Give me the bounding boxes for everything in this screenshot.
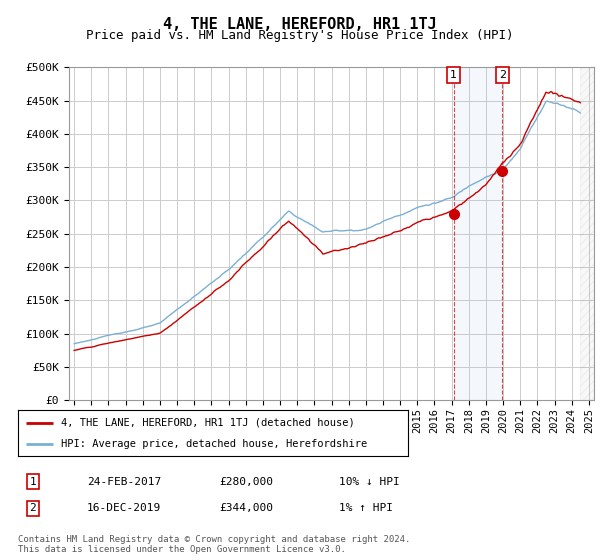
Text: 1: 1 <box>29 477 37 487</box>
Text: £344,000: £344,000 <box>219 503 273 514</box>
Text: 10% ↓ HPI: 10% ↓ HPI <box>339 477 400 487</box>
Text: 16-DEC-2019: 16-DEC-2019 <box>87 503 161 514</box>
Text: 4, THE LANE, HEREFORD, HR1 1TJ (detached house): 4, THE LANE, HEREFORD, HR1 1TJ (detached… <box>61 418 355 428</box>
Text: 1% ↑ HPI: 1% ↑ HPI <box>339 503 393 514</box>
Text: 1: 1 <box>450 70 457 80</box>
Text: 4, THE LANE, HEREFORD, HR1 1TJ: 4, THE LANE, HEREFORD, HR1 1TJ <box>163 17 437 32</box>
Text: Contains HM Land Registry data © Crown copyright and database right 2024.
This d: Contains HM Land Registry data © Crown c… <box>18 535 410 554</box>
Text: 24-FEB-2017: 24-FEB-2017 <box>87 477 161 487</box>
Bar <box>580 67 594 400</box>
Text: HPI: Average price, detached house, Herefordshire: HPI: Average price, detached house, Here… <box>61 439 367 449</box>
Bar <box>580 67 594 400</box>
Text: 2: 2 <box>29 503 37 514</box>
Text: £280,000: £280,000 <box>219 477 273 487</box>
Bar <box>454 67 502 400</box>
Text: Price paid vs. HM Land Registry's House Price Index (HPI): Price paid vs. HM Land Registry's House … <box>86 29 514 42</box>
Text: 2: 2 <box>499 70 506 80</box>
